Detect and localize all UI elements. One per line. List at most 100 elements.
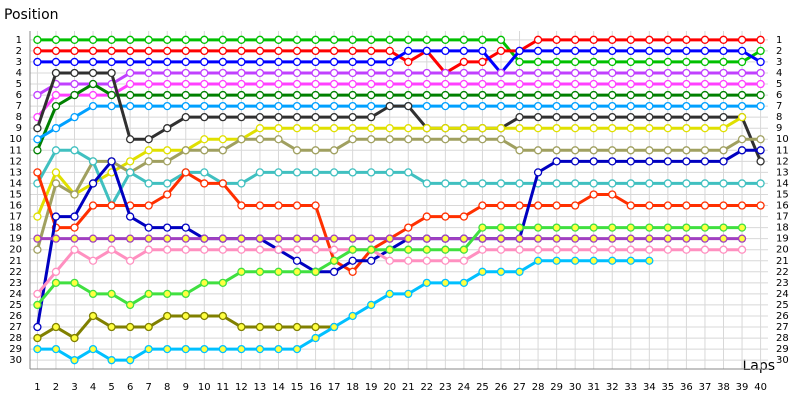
point [70, 234, 79, 243]
y-tick-label: 28 [9, 333, 22, 344]
point [645, 113, 654, 122]
point [645, 101, 654, 111]
x-tick-label: 8 [164, 382, 170, 393]
point [552, 256, 561, 265]
point [552, 46, 561, 56]
point [274, 135, 283, 144]
point [459, 79, 469, 89]
y-tick-label-right: 20 [776, 245, 789, 256]
point [756, 90, 765, 100]
point [533, 234, 543, 243]
point [422, 35, 431, 44]
point [163, 68, 172, 78]
point [422, 256, 431, 265]
point [218, 90, 227, 100]
point [107, 245, 116, 254]
point [719, 234, 728, 243]
point [292, 101, 302, 111]
point [589, 35, 598, 44]
point [571, 245, 580, 254]
point [348, 135, 357, 144]
point [459, 35, 469, 44]
y-tick-label: 1 [16, 35, 22, 46]
point [496, 90, 506, 100]
point [478, 90, 487, 100]
point [700, 79, 710, 89]
point [404, 256, 413, 265]
point [422, 234, 431, 243]
point [459, 57, 469, 67]
point [478, 267, 487, 276]
x-tick-label: 15 [291, 382, 304, 393]
point [33, 146, 42, 155]
point [311, 201, 320, 210]
point [237, 201, 246, 210]
point [441, 135, 450, 144]
point [515, 57, 524, 67]
point [533, 79, 543, 89]
point [51, 46, 61, 56]
point [274, 113, 283, 122]
y-tick-label-right: 28 [776, 333, 789, 344]
point [663, 90, 673, 100]
point [255, 57, 265, 67]
point [88, 101, 98, 111]
point [385, 135, 394, 144]
point [645, 179, 654, 188]
point [441, 234, 450, 243]
point [218, 179, 227, 188]
point [682, 46, 691, 56]
point [125, 256, 135, 265]
point [533, 35, 543, 44]
point [329, 46, 339, 56]
point [144, 289, 153, 299]
point [441, 79, 450, 89]
point [200, 90, 209, 100]
point [163, 245, 172, 254]
point [645, 79, 654, 89]
point [571, 157, 580, 166]
point [533, 90, 543, 100]
point [719, 179, 728, 188]
point [237, 35, 246, 44]
point [292, 46, 302, 56]
point [700, 68, 710, 78]
point [515, 101, 524, 111]
point [70, 356, 79, 365]
point [737, 46, 747, 56]
series-line [37, 38, 762, 64]
point [496, 101, 506, 111]
point [200, 135, 209, 144]
point [663, 234, 673, 243]
point [88, 46, 98, 56]
point [515, 90, 524, 100]
point [496, 179, 506, 188]
point [404, 135, 413, 144]
point [348, 57, 357, 67]
point [51, 322, 61, 332]
point [329, 57, 339, 67]
point [181, 311, 190, 321]
point [218, 79, 227, 89]
point [51, 267, 61, 276]
point [422, 245, 431, 254]
point [311, 35, 320, 44]
point [51, 90, 61, 100]
x-tick-label: 31 [587, 382, 600, 393]
point [422, 46, 431, 56]
point [329, 68, 339, 78]
x-tick-label: 6 [127, 382, 133, 393]
point [719, 46, 728, 56]
point [552, 35, 561, 44]
point [459, 124, 469, 133]
point [88, 90, 98, 100]
point [700, 157, 710, 166]
point [459, 245, 469, 254]
point [533, 46, 543, 56]
y-axis-title: Position [4, 7, 59, 23]
point [200, 79, 209, 89]
point [144, 223, 153, 232]
point [367, 300, 376, 310]
point [163, 234, 172, 243]
point [608, 223, 617, 232]
